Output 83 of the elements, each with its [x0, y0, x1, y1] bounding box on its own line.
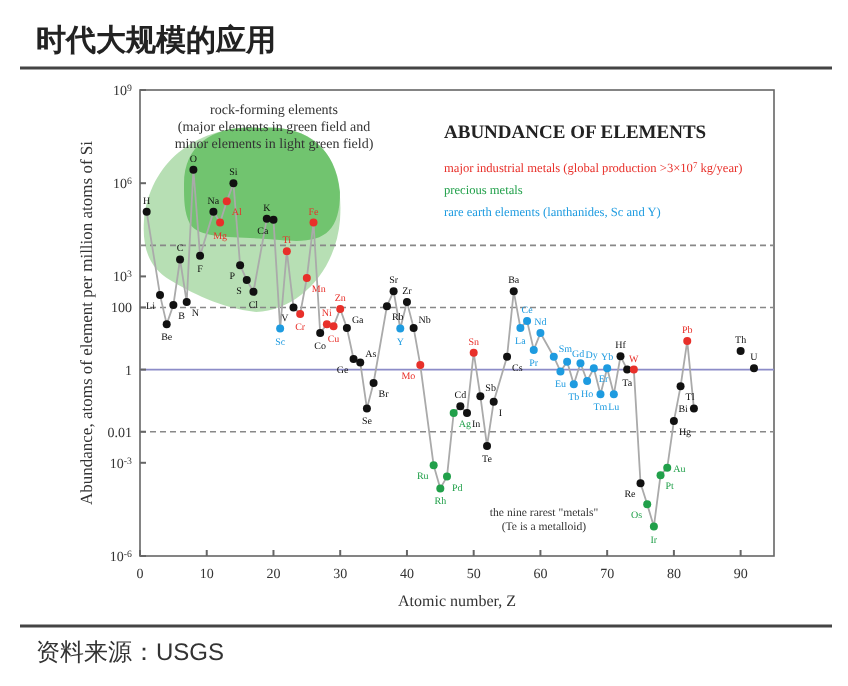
point — [676, 382, 685, 391]
point — [356, 358, 365, 367]
point — [309, 218, 318, 227]
point — [336, 305, 345, 314]
point — [609, 390, 618, 399]
point — [656, 471, 665, 480]
point — [249, 287, 258, 296]
point — [389, 287, 398, 296]
point — [382, 302, 391, 311]
point — [483, 441, 492, 450]
point — [362, 404, 371, 413]
x-axis-title: Atomic number, Z — [398, 592, 517, 610]
point — [689, 404, 698, 413]
point — [683, 337, 692, 346]
point — [503, 352, 512, 361]
point — [469, 348, 478, 357]
point — [349, 354, 358, 363]
point — [302, 273, 311, 282]
point — [269, 215, 278, 224]
point — [549, 352, 558, 361]
point — [556, 367, 565, 376]
point — [142, 207, 151, 216]
point — [583, 376, 592, 385]
point — [182, 298, 191, 306]
point — [342, 323, 351, 332]
text: ABUNDANCE OF ELEMENTS — [444, 124, 707, 144]
y-axis-title: Abundance, atoms of element per million atoms of Si — [76, 139, 96, 506]
point — [449, 409, 458, 418]
point — [476, 392, 485, 401]
point — [489, 397, 498, 406]
point — [262, 214, 271, 223]
point — [156, 291, 165, 300]
point — [636, 479, 645, 488]
point — [589, 364, 598, 373]
point — [402, 298, 411, 306]
point — [409, 323, 418, 332]
point — [529, 345, 538, 354]
point — [516, 323, 525, 332]
point — [322, 320, 331, 329]
point — [396, 324, 405, 333]
point — [649, 522, 658, 531]
point — [663, 463, 672, 472]
point — [236, 261, 245, 270]
point — [416, 361, 425, 370]
point — [369, 379, 378, 388]
point — [176, 255, 185, 264]
point — [629, 365, 638, 374]
point — [456, 402, 465, 411]
chart-title: 时代大规模的应用 — [36, 22, 276, 58]
point — [749, 364, 758, 373]
point — [169, 301, 178, 310]
point — [576, 359, 585, 368]
point — [216, 218, 225, 227]
point — [523, 316, 532, 325]
point — [569, 380, 578, 389]
point — [229, 179, 238, 188]
point — [616, 352, 625, 361]
point — [276, 324, 285, 333]
point — [209, 207, 218, 216]
point — [289, 303, 298, 312]
point — [463, 409, 472, 418]
point — [596, 390, 605, 399]
point — [563, 357, 572, 366]
point — [222, 197, 231, 206]
point — [316, 329, 325, 338]
point — [296, 309, 305, 318]
text: 资料来源：USGS — [36, 638, 225, 666]
point — [643, 500, 652, 509]
point — [442, 472, 451, 481]
point — [196, 251, 205, 260]
point — [603, 364, 612, 373]
point — [736, 346, 745, 355]
point — [509, 287, 518, 296]
point — [282, 247, 291, 256]
point — [189, 165, 198, 174]
point — [623, 365, 632, 374]
point — [669, 417, 678, 426]
point — [242, 276, 251, 285]
point — [436, 484, 445, 493]
point — [329, 322, 338, 331]
point — [429, 461, 438, 470]
point — [162, 320, 171, 329]
point — [536, 329, 545, 338]
